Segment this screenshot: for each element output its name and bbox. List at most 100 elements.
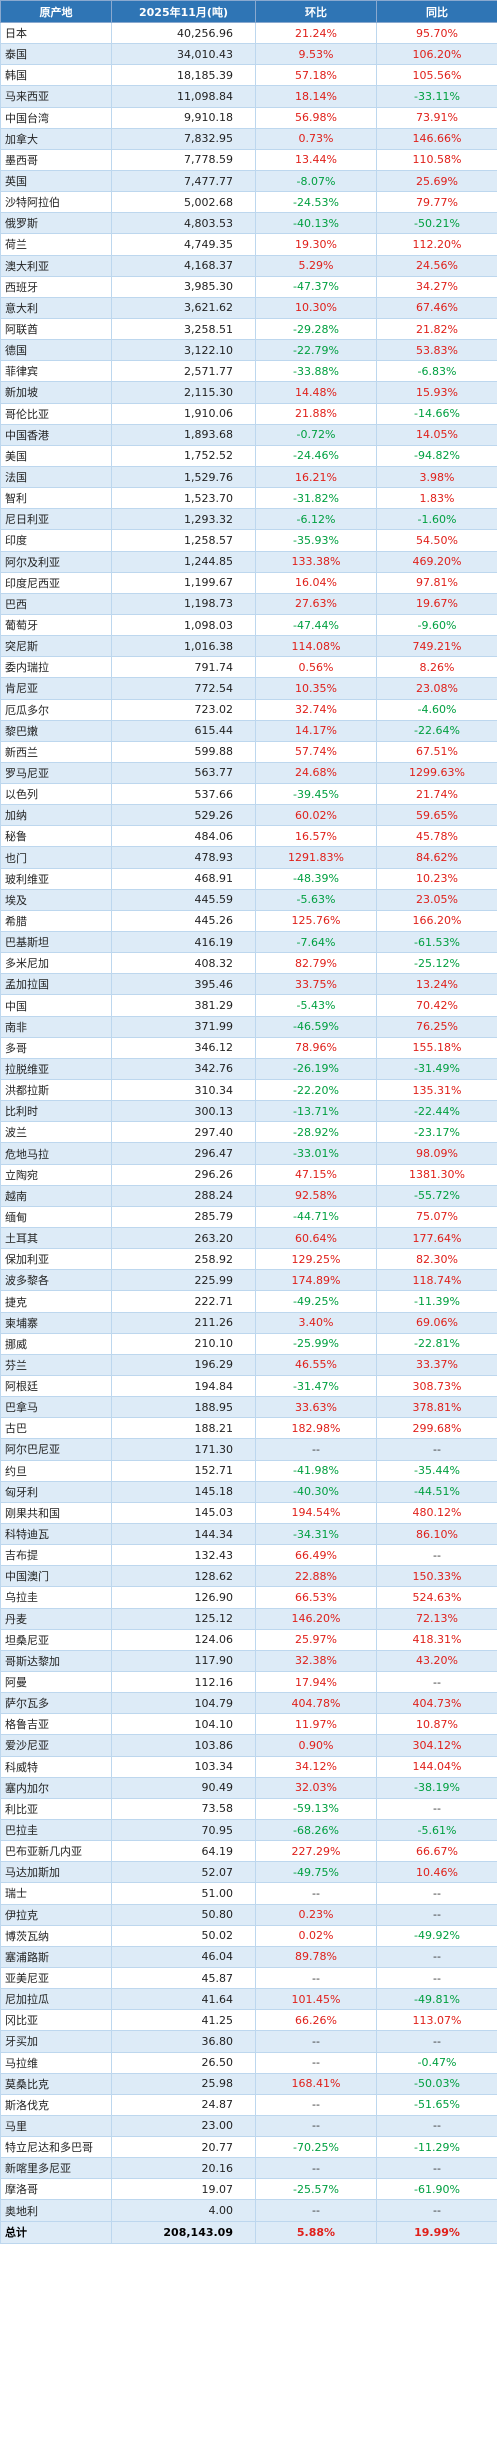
origin-cell: 智利 [0,487,112,510]
origin-cell: 芬兰 [0,1353,112,1377]
table-row: 尼加拉瓜 41.64 101.45% -49.81% [0,1988,497,2011]
volume-cell: 1,198.73 [111,592,256,615]
mom-cell: 92.58% [255,1184,377,1207]
header-yoy: 同比 [376,0,497,23]
yoy-cell: 304.12% [376,1734,497,1757]
volume-cell: 4,749.35 [111,233,256,256]
table-row: 中国澳门 128.62 22.88% 150.33% [0,1565,497,1588]
mom-cell: -- [255,2199,377,2222]
table-row: 法国 1,529.76 16.21% 3.98% [0,465,497,489]
mom-cell: 227.29% [255,1840,377,1863]
origin-cell: 利比亚 [0,1797,112,1820]
volume-cell: 1,893.68 [111,423,256,446]
yoy-cell: 21.82% [376,317,497,341]
yoy-cell: 480.12% [376,1501,497,1524]
origin-cell: 吉布提 [0,1544,112,1567]
mom-cell: 129.25% [255,1248,377,1271]
origin-cell: 阿尔及利亚 [0,550,112,573]
yoy-cell: 524.63% [376,1586,497,1609]
table-row: 立陶宛 296.26 47.15% 1381.30% [0,1163,497,1186]
table-row: 德国 3,122.10 -22.79% 53.83% [0,339,497,362]
volume-cell: 25.98 [111,2072,256,2095]
table-row: 柬埔寨 211.26 3.40% 69.06% [0,1311,497,1334]
origin-cell: 匈牙利 [0,1480,112,1503]
mom-cell: -49.25% [255,1290,377,1313]
mom-cell: -44.71% [255,1205,377,1229]
yoy-cell: 135.31% [376,1079,497,1102]
mom-cell: -28.92% [255,1121,377,1144]
mom-cell: -13.71% [255,1100,377,1123]
table-row: 乌拉圭 126.90 66.53% 524.63% [0,1586,497,1609]
origin-cell: 厄瓜多尔 [0,698,112,721]
mom-cell: 0.23% [255,1903,377,1926]
yoy-cell: 150.33% [376,1565,497,1588]
volume-cell: 408.32 [111,952,256,975]
mom-cell: -70.25% [255,2136,377,2159]
table-row: 沙特阿拉伯 5,002.68 -24.53% 79.77% [0,191,497,214]
yoy-cell: 67.51% [376,740,497,763]
yoy-cell: 177.64% [376,1227,497,1250]
yoy-cell: -31.49% [376,1057,497,1081]
header-mom: 环比 [255,0,377,23]
origin-cell: 俄罗斯 [0,212,112,235]
mom-cell: 133.38% [255,550,377,573]
origin-cell: 英国 [0,169,112,193]
mom-cell: -5.63% [255,888,377,911]
yoy-cell: 82.30% [376,1248,497,1271]
table-row: 萨尔瓦多 104.79 404.78% 404.73% [0,1692,497,1715]
yoy-cell: 67.46% [376,296,497,319]
volume-cell: 296.47 [111,1142,256,1165]
volume-cell: 24.87 [111,2093,256,2116]
origin-cell: 墨西哥 [0,148,112,171]
yoy-cell: -1.60% [376,508,497,531]
origin-cell: 牙买加 [0,2030,112,2053]
origin-cell: 保加利亚 [0,1248,112,1271]
header-origin: 原产地 [0,0,112,23]
volume-cell: 23.00 [111,2114,256,2138]
origin-cell: 危地马拉 [0,1142,112,1165]
volume-cell: 7,832.95 [111,127,256,150]
total-yoy: 19.99% [376,2220,497,2244]
yoy-cell: -94.82% [376,444,497,467]
origin-cell: 罗马尼亚 [0,761,112,785]
volume-cell: 342.76 [111,1057,256,1081]
table-row: 突尼斯 1,016.38 114.08% 749.21% [0,635,497,658]
table-row: 阿根廷 194.84 -31.47% 308.73% [0,1374,497,1398]
import-volume-table: 原产地 2025年11月(吨) 环比 同比 日本 40,256.96 21.24% 9… [0,0,497,2244]
origin-cell: 冈比亚 [0,2009,112,2032]
origin-cell: 科威特 [0,1755,112,1778]
origin-cell: 阿曼 [0,1670,112,1694]
origin-cell: 菲律宾 [0,360,112,383]
volume-cell: 64.19 [111,1840,256,1863]
table-row: 莫桑比克 25.98 168.41% -50.03% [0,2072,497,2095]
yoy-cell: -22.44% [376,1100,497,1123]
volume-cell: 41.64 [111,1988,256,2011]
volume-cell: 128.62 [111,1565,256,1588]
volume-cell: 19.07 [111,2178,256,2201]
origin-cell: 阿尔巴尼亚 [0,1438,112,1461]
yoy-cell: -44.51% [376,1480,497,1503]
table-row: 科威特 103.34 34.12% 144.04% [0,1755,497,1778]
table-row: 也门 478.93 1291.83% 84.62% [0,846,497,869]
yoy-cell: -25.12% [376,952,497,975]
mom-cell: -- [255,2114,377,2138]
table-row: 利比亚 73.58 -59.13% -- [0,1797,497,1820]
table-row: 斯洛伐克 24.87 -- -51.65% [0,2093,497,2116]
volume-cell: 529.26 [111,804,256,827]
yoy-cell: 144.04% [376,1755,497,1778]
volume-cell: 9,910.18 [111,106,256,129]
mom-cell: -68.26% [255,1818,377,1842]
volume-cell: 263.20 [111,1227,256,1250]
mom-cell: -- [255,2051,377,2074]
table-row: 匈牙利 145.18 -40.30% -44.51% [0,1480,497,1503]
mom-cell: -34.31% [255,1522,377,1546]
yoy-cell: 25.69% [376,169,497,193]
yoy-cell: -14.66% [376,402,497,425]
table-row: 孟加拉国 395.46 33.75% 13.24% [0,973,497,996]
mom-cell: -59.13% [255,1797,377,1820]
origin-cell: 孟加拉国 [0,973,112,996]
origin-cell: 希腊 [0,909,112,933]
origin-cell: 塞浦路斯 [0,1945,112,1968]
volume-cell: 46.04 [111,1945,256,1968]
origin-cell: 马达加斯加 [0,1861,112,1884]
